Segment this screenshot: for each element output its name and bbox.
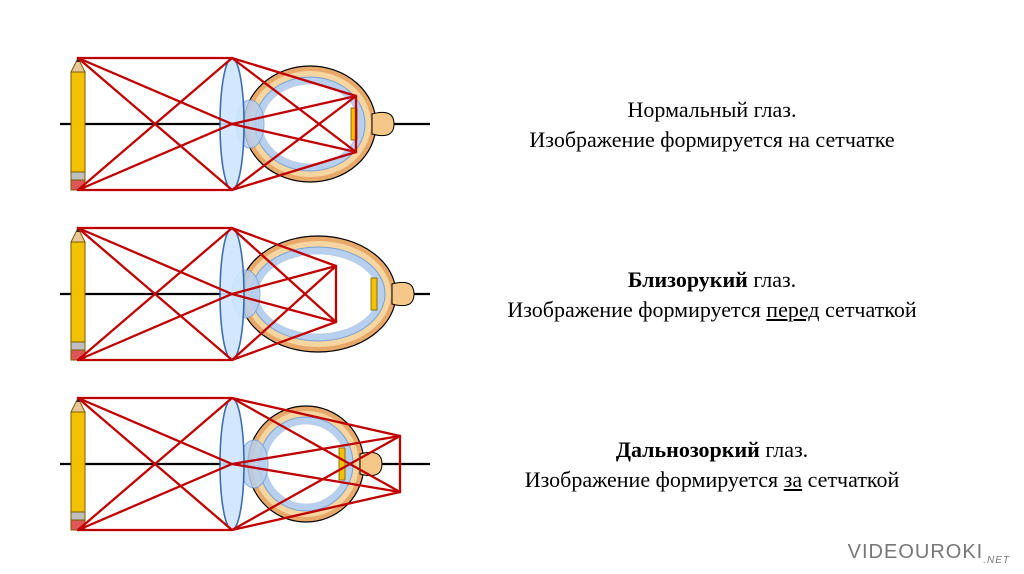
eye-row-normal: Нормальный глаз.Изображение формируется … (0, 42, 1024, 207)
caption-line2-emph: перед (766, 297, 819, 322)
caption-normal: Нормальный глаз.Изображение формируется … (440, 95, 1024, 154)
caption-title-emph: Нормальный (628, 97, 749, 122)
caption-line2-post: сетчаткой (820, 297, 917, 322)
diagram-hyper (0, 382, 440, 547)
watermark-text: VIDEOUROKI (848, 541, 984, 563)
caption-line2-emph: за (784, 467, 802, 492)
caption-line2-pre: Изображение формируется (525, 467, 784, 492)
eye-row-myopic: Близорукий глаз.Изображение формируется … (0, 212, 1024, 377)
caption-hyper: Дальнозоркий глаз. Изображение формируетс… (440, 435, 1024, 494)
caption-title-rest: глаз. (748, 97, 796, 122)
caption-myopic: Близорукий глаз.Изображение формируется … (440, 265, 1024, 324)
caption-title-emph: Дальнозоркий (616, 437, 760, 462)
watermark: VIDEOUROKI.NET (848, 541, 1010, 566)
caption-line2-pre: Изображение формируется (507, 297, 766, 322)
diagram-myopic (0, 212, 440, 377)
caption-title-emph: Близорукий (628, 267, 748, 292)
caption-line2-post: сетчатке (810, 127, 895, 152)
eye-row-hyper: Дальнозоркий глаз. Изображение формируетс… (0, 382, 1024, 547)
caption-line2-emph: на (788, 127, 810, 152)
diagram-normal (0, 42, 440, 207)
caption-line2-post: сетчаткой (802, 467, 899, 492)
caption-title-rest: глаз. (748, 267, 796, 292)
caption-title-rest: глаз. (760, 437, 808, 462)
caption-line2-pre: Изображение формируется (529, 127, 788, 152)
watermark-suffix: .NET (983, 555, 1010, 566)
